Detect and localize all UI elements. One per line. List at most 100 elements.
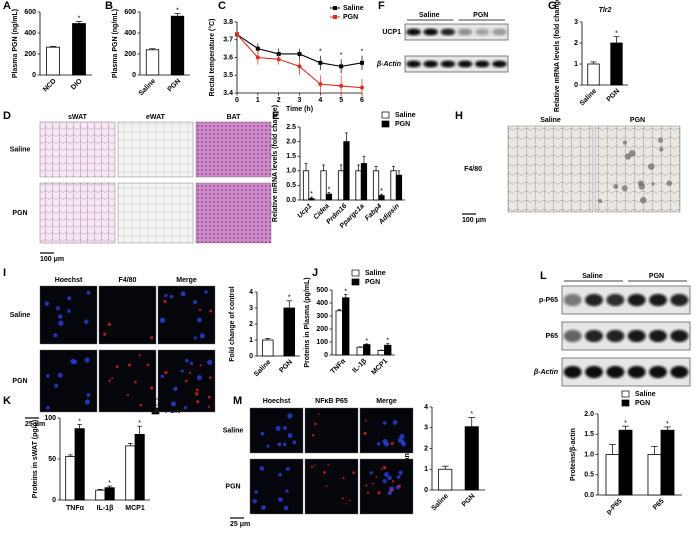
bar	[618, 429, 633, 496]
x-tick-label: 4	[318, 97, 322, 104]
nucleus	[398, 470, 403, 476]
stain	[389, 488, 393, 492]
stain	[103, 332, 107, 336]
y-tick-label: 0	[249, 353, 253, 360]
band	[475, 28, 490, 36]
y-tick-label: 0	[32, 72, 36, 79]
y-tick-label: 300	[316, 313, 328, 320]
nucleus	[159, 317, 166, 323]
bar	[660, 429, 675, 496]
x-tick-label: P65	[652, 498, 666, 512]
stain	[198, 308, 202, 312]
column-header: Hoechst	[263, 398, 291, 405]
stain	[209, 376, 212, 379]
micrograph	[117, 182, 194, 244]
band	[423, 28, 438, 36]
nucleus	[285, 467, 290, 472]
band	[627, 329, 646, 343]
legend-label: Saline	[635, 391, 656, 398]
legend-swatch	[621, 399, 630, 407]
y-tick-label: 1.0	[286, 168, 296, 175]
nucleus	[70, 358, 76, 365]
y-tick-label: 0.0	[286, 197, 296, 204]
y-tick-label: 100	[316, 339, 328, 346]
x-tick-label: TNFα	[330, 357, 348, 375]
bar	[325, 193, 333, 201]
band	[563, 293, 582, 307]
band	[627, 293, 646, 307]
nucleus	[183, 405, 188, 410]
stain	[327, 463, 330, 466]
stain	[188, 371, 192, 375]
bar	[337, 170, 345, 201]
x-tick-label: Saline	[430, 493, 450, 513]
significance-mark: *	[340, 52, 343, 59]
stain	[597, 198, 603, 204]
nucleus	[282, 442, 287, 447]
band	[475, 60, 490, 68]
row-label: F4/80	[464, 166, 482, 173]
micrograph	[249, 407, 304, 454]
y-tick-label: 0.5	[584, 472, 594, 479]
nucleus	[252, 498, 258, 504]
stain	[622, 140, 628, 145]
stain	[651, 182, 655, 186]
band	[492, 60, 507, 68]
y-tick-label: 600	[124, 9, 136, 16]
y-tick-label: 400	[124, 30, 136, 37]
stain	[163, 299, 167, 304]
x-tick-label: PGN	[278, 359, 294, 375]
group-header: Saline	[419, 12, 440, 19]
panel-letter: H	[455, 110, 463, 122]
scale-bar-label: 25 μm	[230, 521, 250, 528]
y-tick-label: 0	[52, 497, 56, 504]
band	[585, 365, 603, 379]
bar	[360, 163, 368, 201]
x-tick-label: PGN	[461, 493, 477, 509]
bar	[46, 46, 60, 76]
bar	[74, 428, 85, 501]
column-header: Merge	[376, 398, 397, 405]
stain	[380, 467, 383, 470]
stain	[628, 150, 636, 157]
y-tick-label: 1.5	[286, 153, 296, 160]
bar	[65, 456, 76, 501]
bar	[170, 15, 185, 76]
bar	[610, 42, 623, 86]
row-label: Saline	[10, 146, 31, 153]
significance-mark: *	[624, 420, 627, 427]
nucleus	[55, 306, 61, 311]
stain	[207, 395, 211, 399]
bar	[104, 487, 115, 501]
bar	[308, 198, 315, 201]
stain	[363, 431, 367, 435]
scale-bar-label: 100 μm	[40, 256, 64, 263]
y-tick-label: 0.0	[584, 492, 594, 499]
bar	[647, 454, 662, 496]
nucleus	[204, 290, 208, 294]
band	[670, 293, 689, 307]
y-tick-label: 3.8	[223, 19, 233, 26]
bar	[72, 23, 86, 76]
band	[627, 365, 646, 379]
nucleus	[196, 317, 202, 323]
y-tick-label: 0	[574, 82, 578, 89]
nucleus	[84, 357, 90, 363]
significance-mark: *	[328, 187, 331, 194]
stain	[621, 185, 628, 192]
x-tick-label: PGN	[167, 78, 183, 94]
blot-strip	[561, 357, 691, 387]
x-tick-label: IL-1β	[97, 505, 114, 512]
legend-swatch	[351, 269, 360, 277]
y-tick-label: 400	[316, 300, 328, 307]
legend-swatch	[333, 6, 337, 10]
y-axis-label: Proteins in sWAT (pg/g)	[32, 420, 39, 498]
band	[406, 60, 421, 68]
nucleus	[169, 294, 174, 299]
significance-mark: *	[344, 288, 347, 295]
marker	[318, 60, 323, 65]
bar	[395, 174, 403, 201]
y-tick-label: 600	[24, 9, 36, 16]
nucleus	[86, 393, 91, 398]
nucleus	[57, 314, 63, 319]
